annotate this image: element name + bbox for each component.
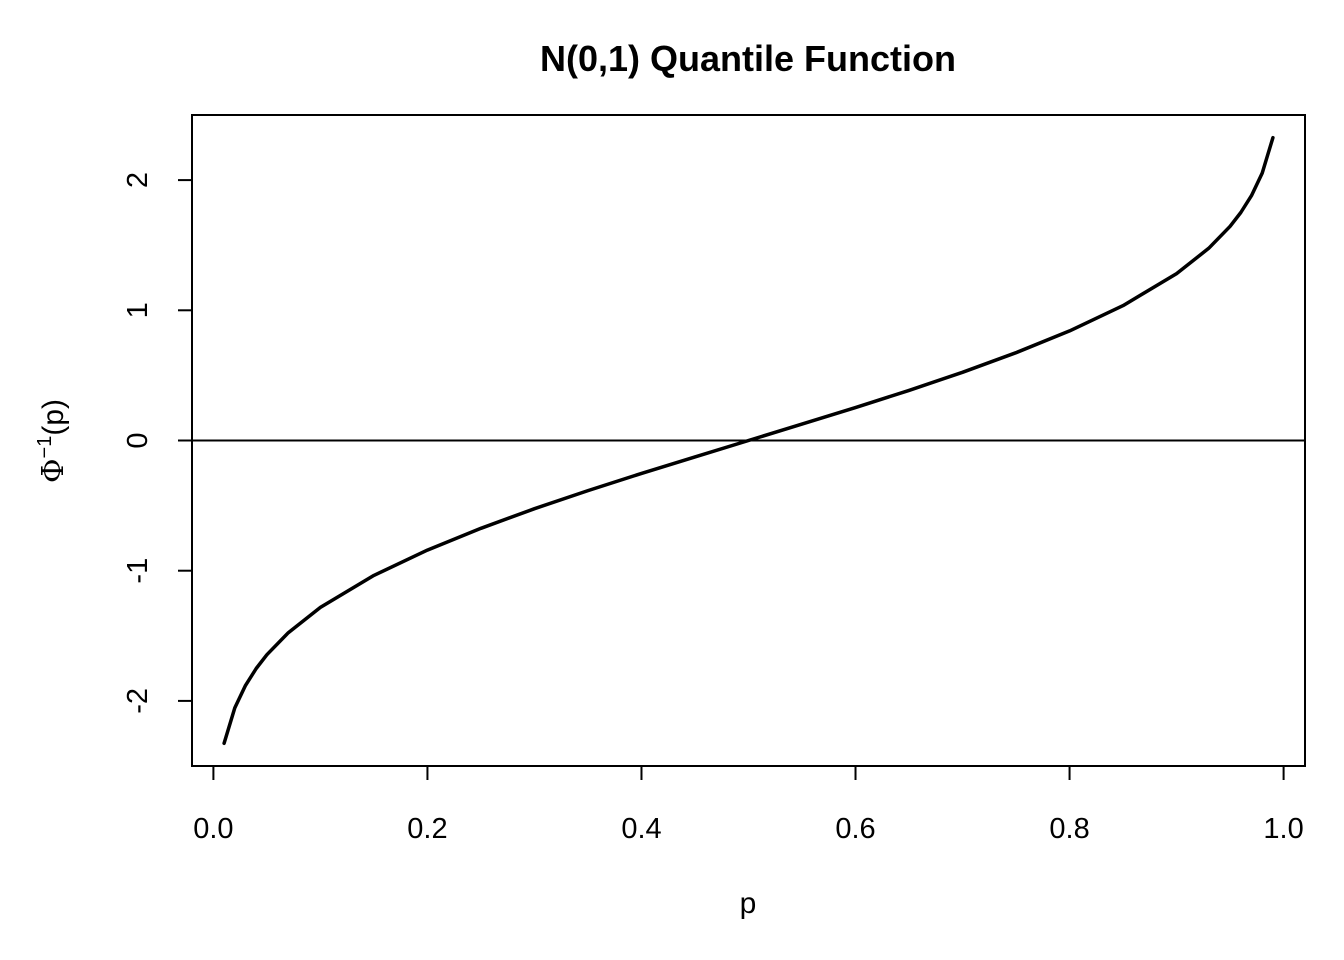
- y-axis-label-suffix: (p): [37, 399, 70, 436]
- x-tick-label: 0.8: [1049, 813, 1089, 845]
- quantile-curve: [222, 135, 1275, 746]
- x-axis-label: p: [740, 887, 757, 920]
- y-axis-label-symbol: Φ: [36, 458, 71, 483]
- x-axis: 0.0 0.2 0.4 0.6 0.8 1.0: [193, 766, 1304, 845]
- x-tick-label: 0.4: [621, 813, 661, 845]
- chart-title: N(0,1) Quantile Function: [540, 38, 956, 79]
- y-axis: -2 -1 0 1 2: [122, 172, 192, 714]
- y-axis-label: Φ−1(p): [34, 399, 71, 483]
- y-tick-label: 2: [122, 172, 154, 188]
- y-tick-label: -1: [122, 558, 154, 584]
- x-tick-label: 0.0: [193, 813, 233, 845]
- y-tick-label: 0: [122, 432, 154, 448]
- x-tick-label: 1.0: [1263, 813, 1303, 845]
- x-tick-label: 0.6: [835, 813, 875, 845]
- y-axis-label-superscript: −1: [34, 436, 56, 459]
- y-tick-label: -2: [122, 688, 154, 714]
- x-tick-label: 0.2: [407, 813, 447, 845]
- y-tick-label: 1: [122, 302, 154, 318]
